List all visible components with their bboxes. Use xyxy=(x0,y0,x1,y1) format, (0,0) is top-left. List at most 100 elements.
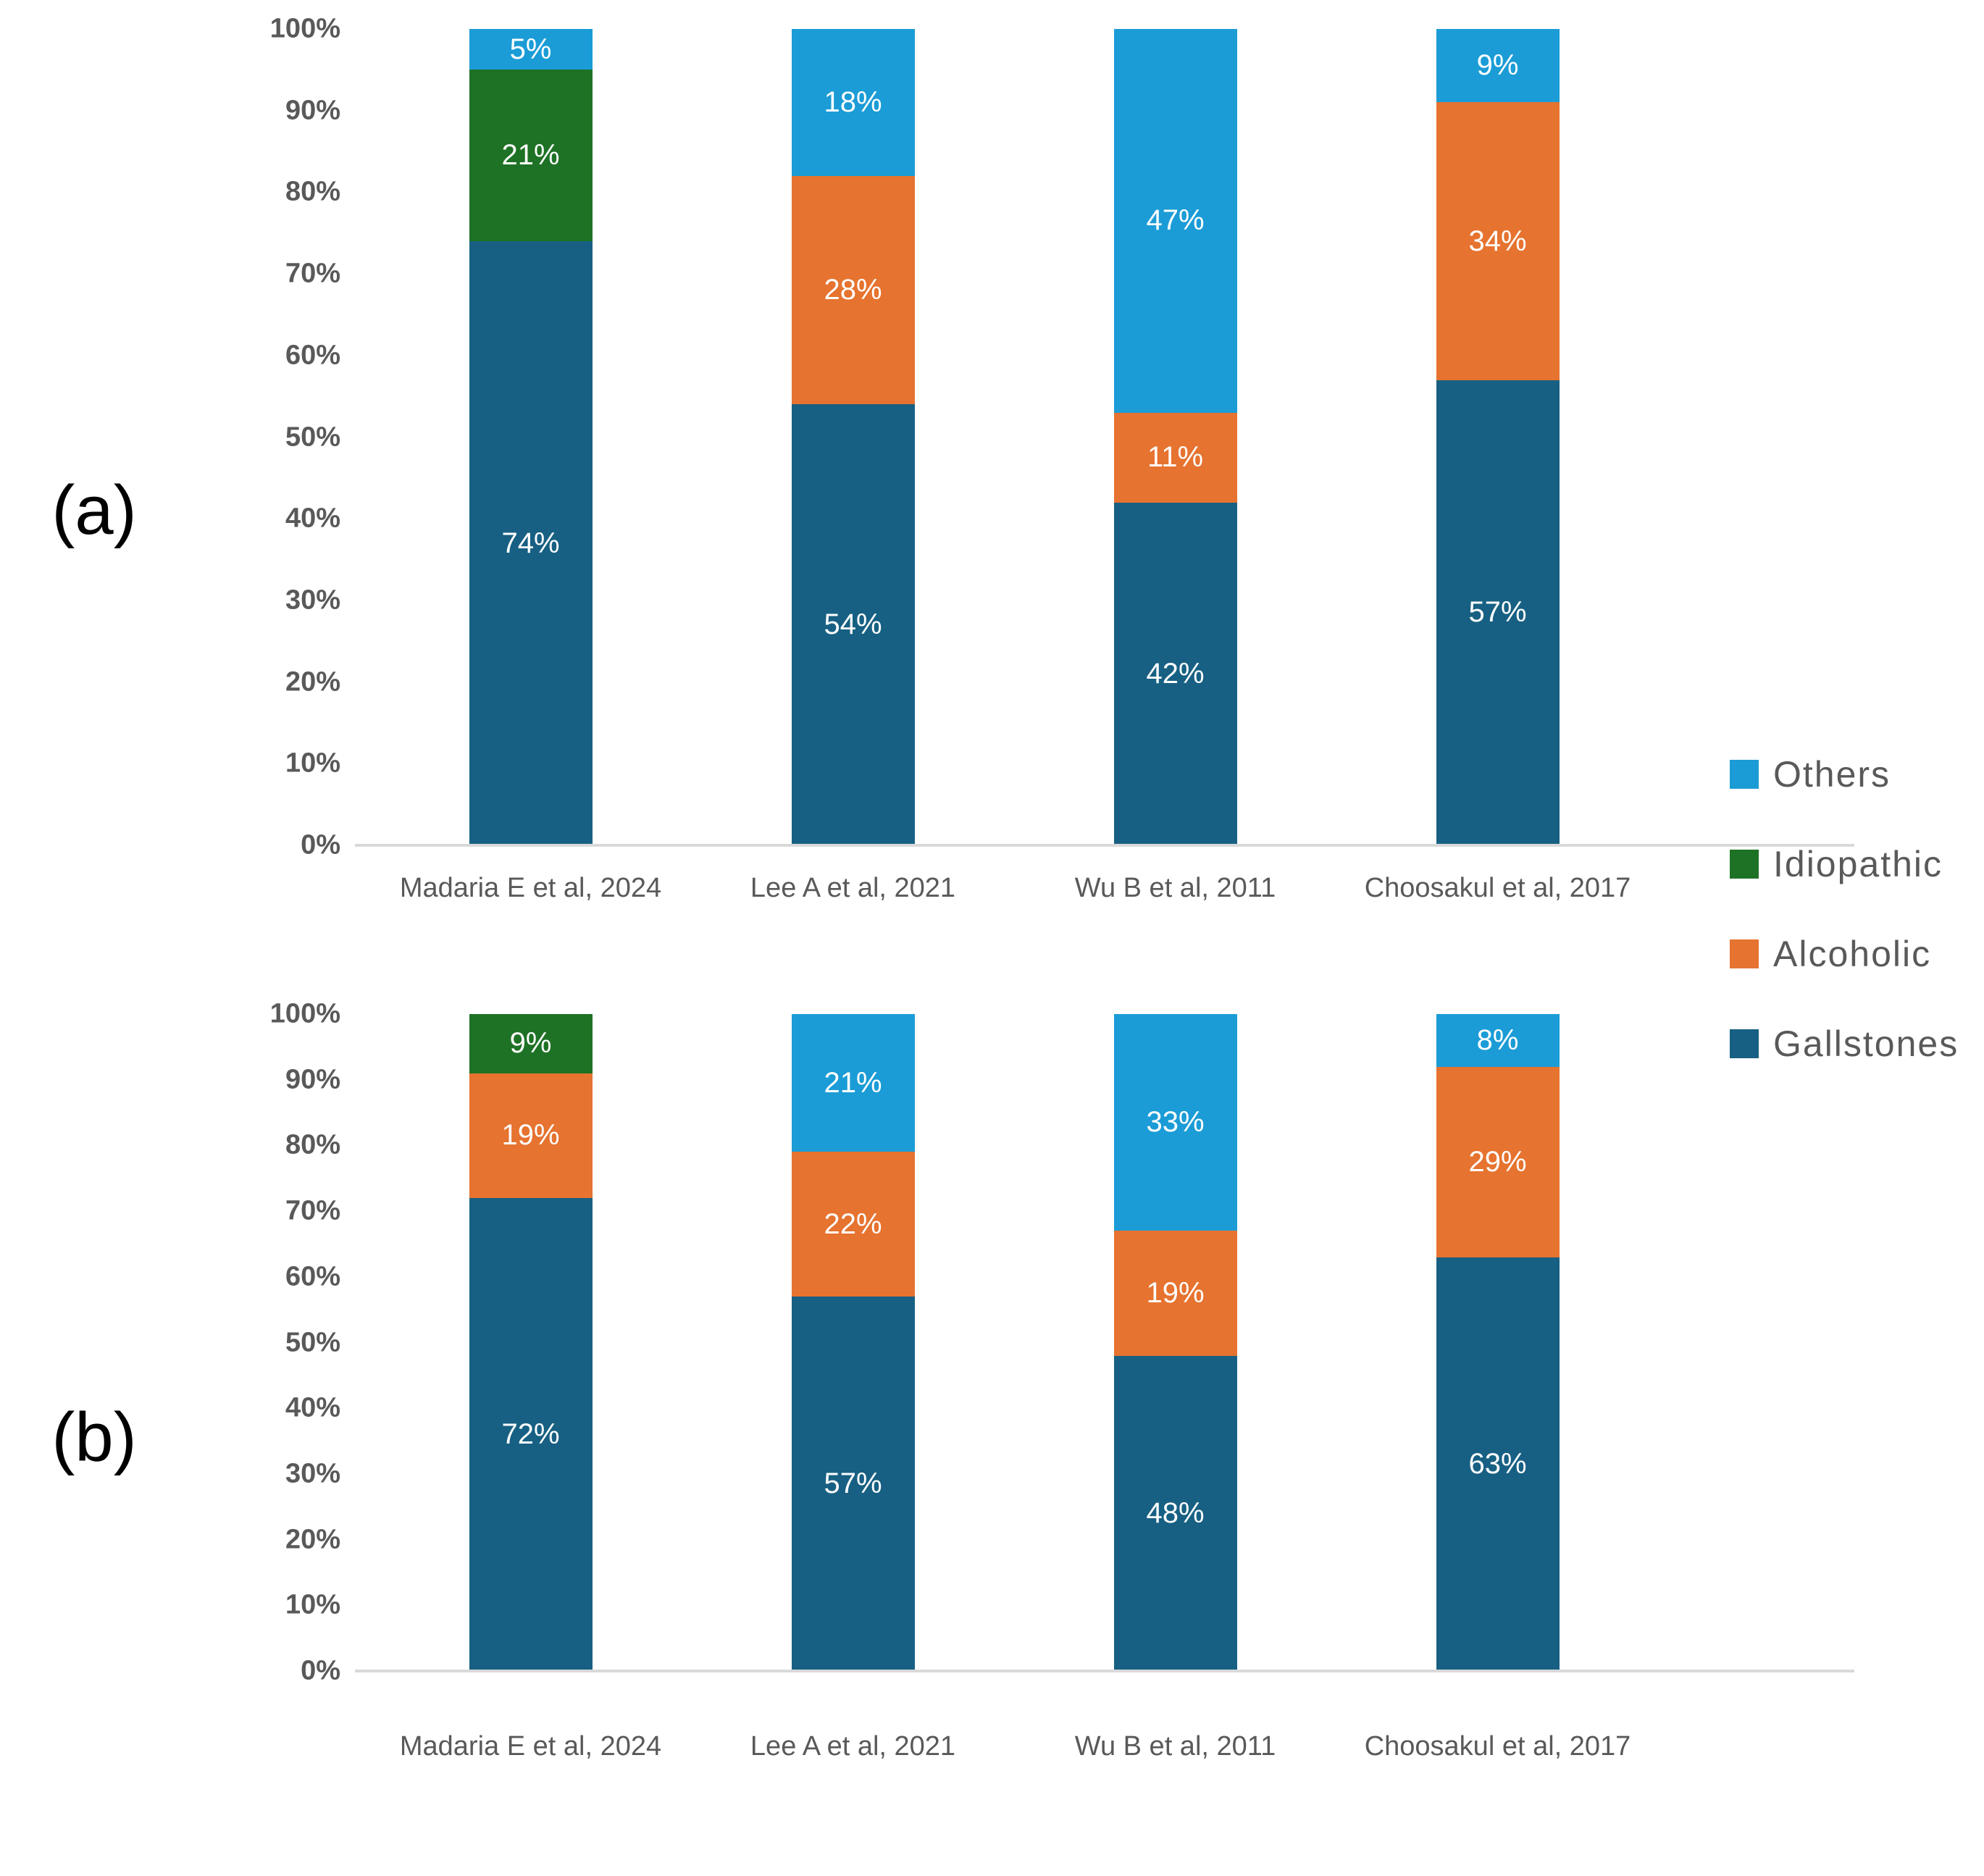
bar-segment-alcoholic: 19% xyxy=(1113,1231,1237,1356)
bar-segment-others: 18% xyxy=(791,29,915,176)
legend-swatch-gallstones xyxy=(1730,1029,1759,1058)
segment-value-label: 21% xyxy=(824,1066,882,1099)
x-category-label: Choosakul et al, 2017 xyxy=(1364,873,1631,903)
x-category-label: Choosakul et al, 2017 xyxy=(1364,1731,1631,1762)
bar-segment-others: 5% xyxy=(469,29,593,70)
segment-value-label: 48% xyxy=(1146,1496,1205,1529)
y-axis: 100% 90% 80% 70% 60% 50% 40% 30% 20% 10% 0% xyxy=(0,999,340,1686)
bars: 5% 21% 74% 18% 28% 54% 47% 11% 42% 9% 34% 57% xyxy=(369,29,1659,845)
bar-segment-others: 21% xyxy=(791,1014,915,1152)
stacked-bar: 18% 28% 54% xyxy=(791,29,915,845)
y-tick-label: 30% xyxy=(285,1458,340,1489)
segment-value-label: 8% xyxy=(1476,1023,1519,1056)
y-tick-label: 30% xyxy=(285,585,340,616)
segment-value-label: 9% xyxy=(1476,49,1519,82)
bar-segment-others: 9% xyxy=(1436,29,1560,103)
bar-segment-alcoholic: 22% xyxy=(791,1152,915,1297)
bar-segment-alcoholic: 19% xyxy=(469,1073,593,1198)
segment-value-label: 28% xyxy=(824,274,882,306)
bar-segment-gallstones: 42% xyxy=(1113,502,1237,845)
y-tick-label: 60% xyxy=(285,340,340,371)
bar-segment-others: 33% xyxy=(1113,1014,1237,1231)
x-labels: Madaria E et al, 2024 Lee A et al, 2021 Wu… xyxy=(369,873,1659,904)
bar-segment-alcoholic: 29% xyxy=(1436,1066,1560,1257)
y-axis: 100% 90% 80% 70% 60% 50% 40% 30% 20% 10% 0% xyxy=(0,14,340,860)
segment-value-label: 34% xyxy=(1468,225,1527,257)
bar-segment-alcoholic: 34% xyxy=(1436,102,1560,380)
y-tick-label: 40% xyxy=(285,1392,340,1423)
segment-value-label: 57% xyxy=(824,1467,882,1499)
y-tick-label: 70% xyxy=(285,1195,340,1226)
stacked-bar: 47% 11% 42% xyxy=(1113,29,1237,845)
y-tick-label: 40% xyxy=(285,503,340,534)
segment-value-label: 5% xyxy=(509,33,552,65)
y-tick-label: 60% xyxy=(285,1261,340,1292)
stacked-bar: 21% 22% 57% xyxy=(791,1014,915,1671)
x-category-label: Wu B et al, 2011 xyxy=(1074,873,1276,903)
legend-label: Others xyxy=(1773,754,1891,795)
segment-value-label: 72% xyxy=(501,1418,560,1450)
y-tick-label: 0% xyxy=(301,1655,340,1686)
segment-value-label: 18% xyxy=(824,85,882,118)
x-category-label: Madaria E et al, 2024 xyxy=(399,1731,662,1762)
bar-segment-gallstones: 63% xyxy=(1436,1257,1560,1671)
y-tick-label: 70% xyxy=(285,258,340,289)
x-category-label: Wu B et al, 2011 xyxy=(1074,1731,1276,1762)
x-category-label: Lee A et al, 2021 xyxy=(750,873,956,903)
bar-segment-gallstones: 74% xyxy=(469,241,593,845)
segment-value-label: 29% xyxy=(1468,1145,1527,1178)
bar-segment-others: 8% xyxy=(1436,1014,1560,1067)
bar-segment-others: 47% xyxy=(1113,29,1237,413)
segment-value-label: 21% xyxy=(501,139,560,172)
bar-segment-gallstones: 54% xyxy=(791,404,915,845)
legend-item-others: Others xyxy=(1730,753,1959,795)
segment-value-label: 19% xyxy=(501,1119,560,1152)
y-tick-label: 80% xyxy=(285,1129,340,1160)
y-tick-label: 100% xyxy=(269,13,340,44)
bars: 9% 19% 72% 21% 22% 57% 33% 19% 48% 8% 29% 63% xyxy=(369,1014,1659,1671)
segment-value-label: 42% xyxy=(1146,657,1205,690)
segment-value-label: 47% xyxy=(1146,204,1205,237)
legend-swatch-alcoholic xyxy=(1730,939,1759,968)
y-tick-label: 100% xyxy=(269,998,340,1029)
legend-item-idiopathic: Idiopathic xyxy=(1730,843,1959,885)
legend-label: Idiopathic xyxy=(1773,844,1943,884)
x-axis-line xyxy=(355,844,1854,847)
stacked-bar: 9% 34% 57% xyxy=(1436,29,1560,845)
panel-label-a: (a) xyxy=(51,472,137,549)
x-category-label: Madaria E et al, 2024 xyxy=(399,873,662,903)
bar-segment-idiopathic: 9% xyxy=(469,1014,593,1073)
bar-segment-gallstones: 48% xyxy=(1113,1355,1237,1671)
stacked-bar: 8% 29% 63% xyxy=(1436,1014,1560,1671)
y-tick-label: 10% xyxy=(285,748,340,779)
stacked-bar: 9% 19% 72% xyxy=(469,1014,593,1671)
segment-value-label: 19% xyxy=(1146,1276,1205,1309)
y-tick-label: 90% xyxy=(285,1064,340,1095)
y-tick-label: 10% xyxy=(285,1589,340,1620)
segment-value-label: 74% xyxy=(501,527,560,559)
legend-item-gallstones: Gallstones xyxy=(1730,1023,1959,1065)
y-tick-label: 50% xyxy=(285,1327,340,1357)
y-tick-label: 0% xyxy=(301,829,340,860)
segment-value-label: 57% xyxy=(1468,596,1527,629)
bar-segment-gallstones: 57% xyxy=(791,1297,915,1671)
segment-value-label: 33% xyxy=(1146,1106,1205,1139)
segment-value-label: 9% xyxy=(509,1027,552,1060)
segment-value-label: 11% xyxy=(1147,441,1204,474)
segment-value-label: 22% xyxy=(824,1207,882,1240)
legend-label: Alcoholic xyxy=(1773,934,1932,974)
y-tick-label: 90% xyxy=(285,95,340,126)
y-tick-label: 20% xyxy=(285,1524,340,1555)
stacked-bar: 5% 21% 74% xyxy=(469,29,593,845)
bar-segment-alcoholic: 11% xyxy=(1113,412,1237,503)
stacked-bar: 33% 19% 48% xyxy=(1113,1014,1237,1671)
legend-item-alcoholic: Alcoholic xyxy=(1730,933,1959,975)
x-category-label: Lee A et al, 2021 xyxy=(750,1731,956,1762)
y-tick-label: 80% xyxy=(285,176,340,207)
legend-swatch-others xyxy=(1730,760,1759,789)
y-tick-label: 20% xyxy=(285,666,340,698)
bar-segment-idiopathic: 21% xyxy=(469,70,593,242)
